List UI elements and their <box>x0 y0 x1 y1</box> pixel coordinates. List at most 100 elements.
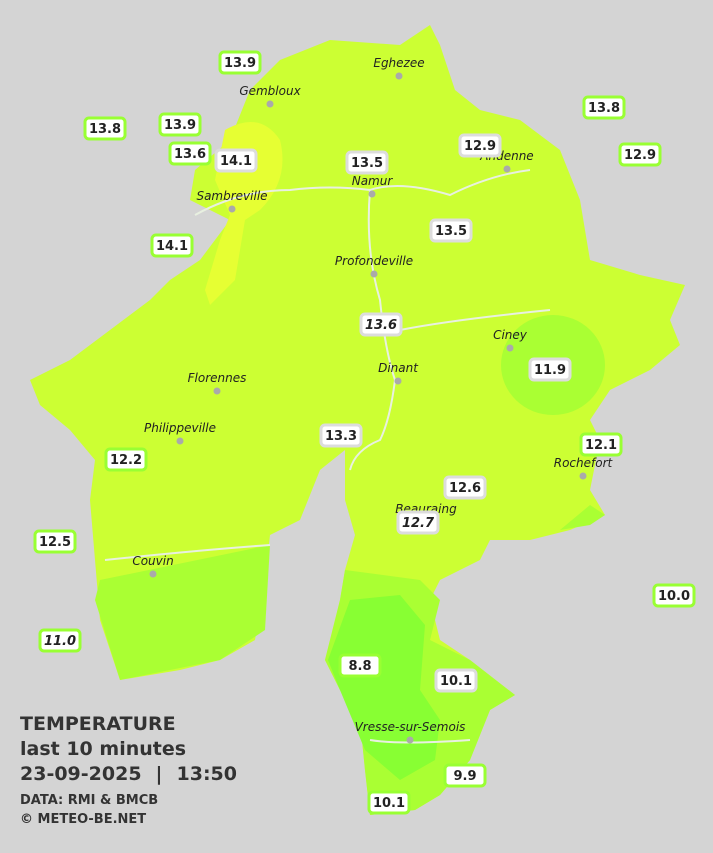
station-value: 13.9 <box>164 118 196 133</box>
station-value: 13.5 <box>351 156 383 171</box>
station-box <box>618 142 662 167</box>
place-name: Sambreville <box>196 189 267 203</box>
place-dot <box>149 570 157 578</box>
station-box <box>396 510 440 535</box>
station-value: 13.3 <box>325 429 357 444</box>
place-name: Philippeville <box>144 421 216 435</box>
station-box <box>652 583 696 608</box>
station-value: 10.0 <box>658 589 690 604</box>
station-box <box>367 790 411 815</box>
station: 10.0 <box>652 583 696 608</box>
station-value: 13.6 <box>174 147 206 162</box>
station: 9.9 <box>443 763 487 788</box>
station: 12.5 <box>33 529 77 554</box>
station: 10.1 <box>434 668 478 693</box>
cool-zone <box>95 545 270 680</box>
time: 13:50 <box>177 763 237 785</box>
station-box <box>528 357 572 382</box>
station-value: 13.8 <box>588 101 620 116</box>
station: 12.9 <box>458 133 502 158</box>
station: 13.8 <box>582 95 626 120</box>
station-value: 14.1 <box>220 154 252 169</box>
station-box <box>359 312 403 337</box>
station-value: 12.5 <box>39 535 71 550</box>
station: 12.6 <box>443 475 487 500</box>
station: 12.7 <box>396 510 440 535</box>
station-value: 9.9 <box>453 769 476 784</box>
station-box <box>579 432 623 457</box>
station-box <box>104 447 148 472</box>
place-name: Dinant <box>378 361 419 375</box>
station-value: 12.2 <box>110 453 142 468</box>
legend-copyright: © METEO-BE.NET <box>20 812 146 827</box>
station-box <box>214 148 258 173</box>
place-name: Eghezee <box>373 56 424 70</box>
separator: | <box>156 763 163 785</box>
station-box <box>443 475 487 500</box>
legend: TEMPERATURE last 10 minutes 23-09-2025 | 1… <box>20 713 237 827</box>
station-box <box>33 529 77 554</box>
station-value: 12.1 <box>585 438 617 453</box>
station: 13.8 <box>83 116 127 141</box>
station-value: 10.1 <box>440 674 472 689</box>
station-box <box>38 628 82 653</box>
station-box <box>345 150 389 175</box>
station-value: 13.5 <box>435 224 467 239</box>
station: 8.8 <box>338 653 382 678</box>
place-dot <box>368 190 376 198</box>
station-value: 12.6 <box>449 481 481 496</box>
place-name: Profondeville <box>335 254 413 268</box>
station: 13.9 <box>158 112 202 137</box>
place-dot <box>579 472 587 480</box>
station-box <box>319 423 363 448</box>
cold-zone <box>328 595 440 780</box>
station-box <box>434 668 478 693</box>
station-box <box>582 95 626 120</box>
place-dot <box>395 72 403 80</box>
place-dot <box>370 270 378 278</box>
station-value: 12.9 <box>464 139 496 154</box>
place-dot <box>406 736 414 744</box>
station: 10.1 <box>367 790 411 815</box>
station: 11.0 <box>38 628 82 653</box>
station-box <box>338 653 382 678</box>
place-name: Namur <box>352 174 394 188</box>
station-box <box>458 133 502 158</box>
place-dot <box>176 437 184 445</box>
station: 14.1 <box>214 148 258 173</box>
station-value: 11.0 <box>44 634 76 649</box>
station-value: 10.1 <box>373 796 405 811</box>
station-value: 13.8 <box>89 122 121 137</box>
legend-title: TEMPERATURE <box>20 713 176 735</box>
station-value: 14.1 <box>156 239 188 254</box>
place-name: Florennes <box>188 371 247 385</box>
station-box <box>218 50 262 75</box>
place-name: Gembloux <box>239 84 301 98</box>
station-box <box>150 233 194 258</box>
station-value: 13.6 <box>365 318 397 333</box>
station: 14.1 <box>150 233 194 258</box>
place-dot <box>394 377 402 385</box>
place-dot <box>503 165 511 173</box>
place-name: Couvin <box>132 554 173 568</box>
station-value: 8.8 <box>348 659 371 674</box>
place-dot <box>228 205 236 213</box>
station: 13.5 <box>429 218 473 243</box>
station: 13.5 <box>345 150 389 175</box>
place-dot <box>266 100 274 108</box>
legend-date: 23-09-2025 | 13:50 <box>20 763 237 785</box>
place-name: Ciney <box>493 328 528 342</box>
station: 13.9 <box>218 50 262 75</box>
place-dot <box>213 387 221 395</box>
place-dot <box>506 344 514 352</box>
station-box <box>83 116 127 141</box>
cool-zone <box>560 505 605 530</box>
station: 12.9 <box>618 142 662 167</box>
river <box>104 169 551 744</box>
station-box <box>443 763 487 788</box>
station: 12.2 <box>104 447 148 472</box>
legend-period: last 10 minutes <box>20 738 186 760</box>
date: 23-09-2025 <box>20 763 142 785</box>
station-box <box>158 112 202 137</box>
